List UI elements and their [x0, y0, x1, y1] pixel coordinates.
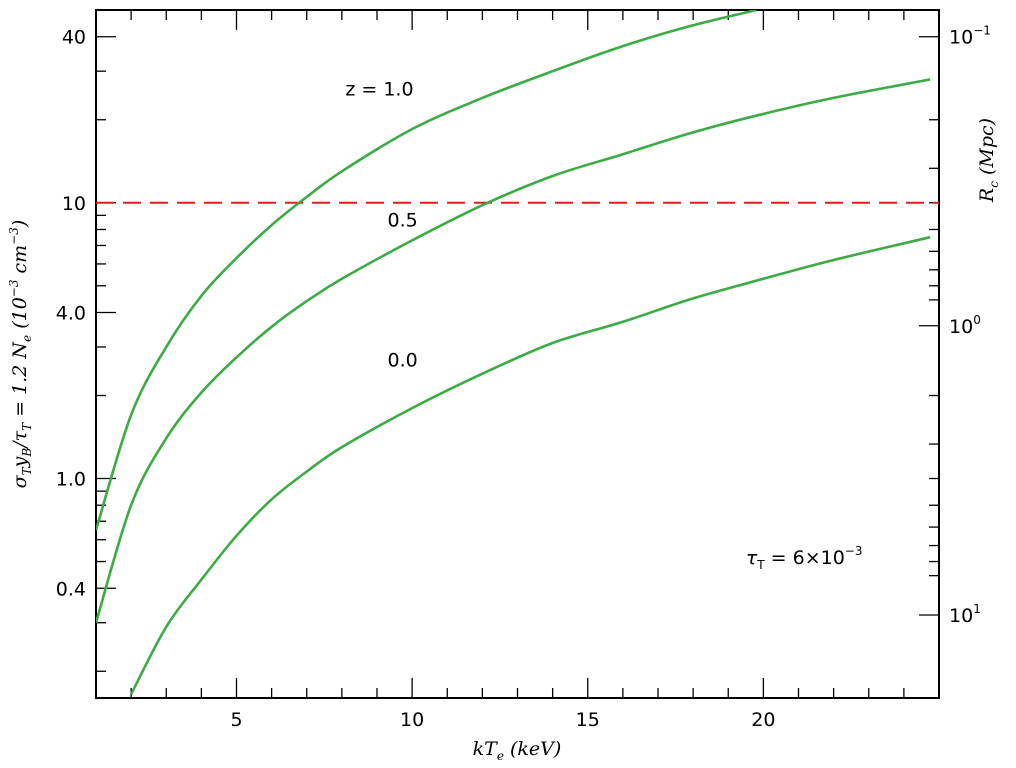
y-left-axis-title: σTyB/τT = 1.2 Ne (10−3 cm−3) — [7, 220, 34, 489]
label-tau: τT = 6×10−3 — [746, 544, 863, 572]
x-tick-label: 5 — [230, 709, 242, 731]
y-right-ticks: 10−1 100 101 — [919, 24, 991, 627]
y-left-tick-label: 0.4 — [56, 578, 86, 600]
x-axis-title: kTe (keV) — [473, 738, 562, 763]
y-left-tick-label: 40 — [62, 27, 86, 49]
y-right-axis-title: Rc (Mpc) — [976, 118, 1001, 203]
series-line-z-1.0 — [96, 10, 757, 531]
y-left-ticks: 0.4 1.0 4.0 10 40 — [56, 27, 116, 672]
x-tick-label: 15 — [576, 709, 600, 731]
series-line-z-0.5 — [96, 78, 931, 624]
x-ticks: 5 10 15 20 — [95, 10, 940, 731]
label-z-1-0: z = 1.0 — [345, 78, 413, 100]
x-tick-label: 20 — [751, 709, 775, 731]
y-left-tick-label: 10 — [62, 193, 86, 215]
y-right-tick-label: 100 — [949, 313, 981, 338]
y-left-tick-label: 4.0 — [56, 302, 86, 324]
annotation-group: z = 1.0 0.5 0.0 τT = 6×10−3 — [345, 78, 862, 572]
x-tick-label: 10 — [400, 709, 424, 731]
plot-area: 5 10 15 20 0.4 1.0 4.0 10 40 10−1 100 101 z = 1.0… — [56, 9, 991, 731]
y-left-tick-label: 1.0 — [56, 469, 86, 491]
y-right-tick-label: 101 — [949, 602, 981, 627]
label-z-0-0: 0.0 — [388, 349, 418, 371]
series-group — [96, 10, 931, 695]
y-right-tick-label: 10−1 — [949, 24, 991, 49]
label-z-0-5: 0.5 — [388, 210, 418, 232]
series-line-z-0.0 — [129, 235, 931, 695]
plot-frame — [95, 9, 940, 699]
